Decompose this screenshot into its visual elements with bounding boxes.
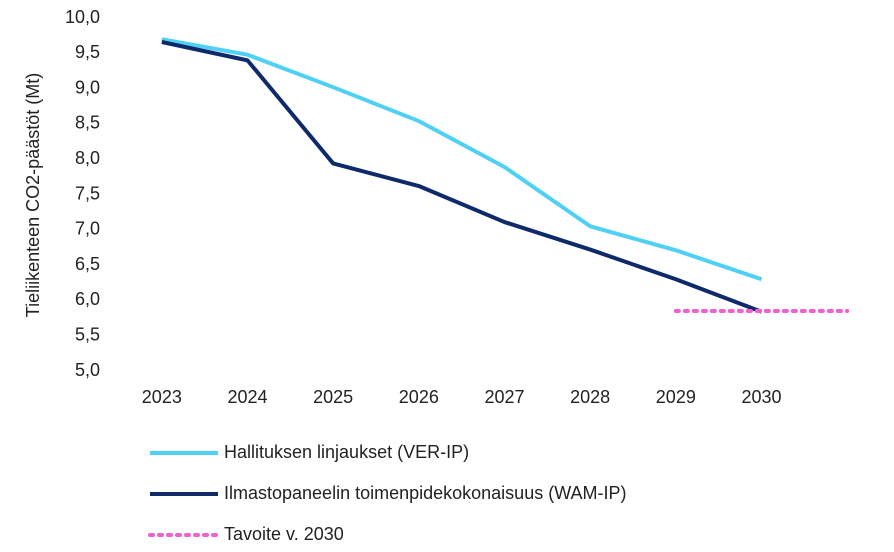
series-line: [161, 37, 763, 282]
x-tick-label: 2026: [399, 387, 439, 407]
y-tick-label: 8,0: [75, 148, 100, 168]
legend-label: Tavoite v. 2030: [224, 524, 344, 544]
x-tick-label: 2023: [142, 387, 182, 407]
y-tick-label: 6,0: [75, 289, 100, 309]
y-tick-label: 9,5: [75, 42, 100, 62]
y-tick-label: 7,5: [75, 183, 100, 203]
y-tick-label: 9,0: [75, 77, 100, 97]
x-tick-label: 2025: [313, 387, 353, 407]
legend-label: Ilmastopaneelin toimenpidekokonaisuus (W…: [224, 483, 627, 503]
y-axis-label: Tieliikenteen CO2-päästöt (Mt): [23, 73, 43, 317]
y-tick-label: 5,0: [75, 360, 100, 380]
legend-label: Hallituksen linjaukset (VER-IP): [224, 442, 469, 462]
x-tick-label: 2030: [741, 387, 781, 407]
y-tick-label: 6,5: [75, 254, 100, 274]
x-tick-label: 2028: [570, 387, 610, 407]
x-tick-label: 2029: [656, 387, 696, 407]
y-tick-label: 5,5: [75, 324, 100, 344]
x-tick-label: 2024: [227, 387, 267, 407]
series-line: [161, 40, 763, 314]
y-tick-label: 8,5: [75, 113, 100, 133]
y-tick-label: 7,0: [75, 219, 100, 239]
y-tick-label: 10,0: [65, 7, 100, 27]
x-tick-label: 2027: [484, 387, 524, 407]
